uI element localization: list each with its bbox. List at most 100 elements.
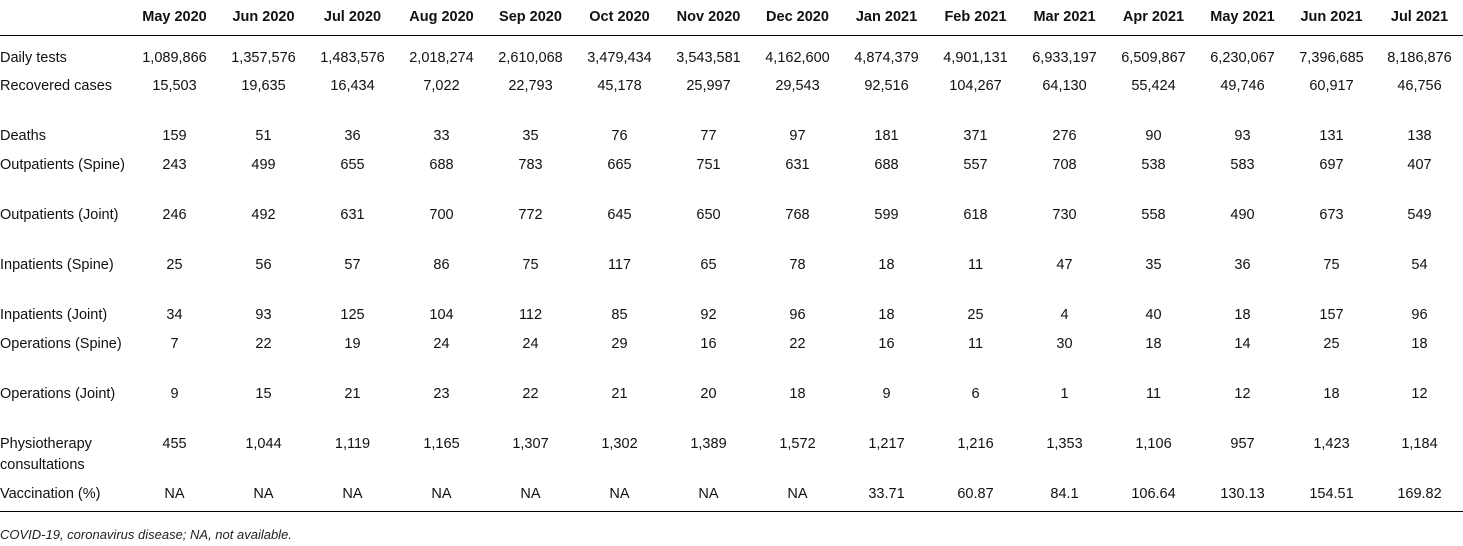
table-cell: 11 xyxy=(1145,385,1162,402)
table-cell: 93 xyxy=(255,306,272,323)
table-cell: 49,746 xyxy=(1220,77,1265,94)
table-cell: 655 xyxy=(340,156,365,173)
table-cell: 25 xyxy=(967,306,984,323)
table-row: Operations (Spine) 7 22 19 24 24 29 16 22 16 11 30 1… xyxy=(0,327,1463,377)
table-row: Operations (Joint) 9 15 21 23 22 21 20 18 9 6 1 11 12… xyxy=(0,377,1463,427)
table-cell: 75 xyxy=(1323,256,1340,273)
table-cell: 96 xyxy=(789,306,806,323)
table-cell: 33 xyxy=(433,127,450,144)
table-cell: 21 xyxy=(344,385,361,402)
table-cell: 708 xyxy=(1052,156,1077,173)
table-cell: 1,423 xyxy=(1313,435,1350,452)
table-cell: 2,610,068 xyxy=(498,49,563,66)
table-cell: 751 xyxy=(696,156,721,173)
table-cell: 246 xyxy=(162,206,187,223)
table-cell: 15,503 xyxy=(152,77,197,94)
table-cell: 6,933,197 xyxy=(1032,49,1097,66)
table-cell: 56 xyxy=(255,256,272,273)
table-cell: 20 xyxy=(700,385,717,402)
table-cell: 492 xyxy=(251,206,276,223)
table-cell: 131 xyxy=(1319,127,1344,144)
table-cell: 768 xyxy=(785,206,810,223)
table-cell: 25 xyxy=(1323,335,1340,352)
table-cell: 46,756 xyxy=(1397,77,1442,94)
table-cell: 30 xyxy=(1056,335,1073,352)
table-cell: 4 xyxy=(1060,306,1069,323)
row-label: Operations (Spine) xyxy=(0,335,122,352)
table-cell: 490 xyxy=(1230,206,1255,223)
table-cell: NA xyxy=(664,476,753,512)
table-cell: 4,874,379 xyxy=(854,49,919,66)
table-cell: 22,793 xyxy=(508,77,553,94)
data-table: May 2020 Jun 2020 Jul 2020 Aug 2020 Sep 2020… xyxy=(0,0,1463,512)
table-cell: 1,572 xyxy=(779,435,816,452)
table-cell: 557 xyxy=(963,156,988,173)
table-cell: 16 xyxy=(878,335,895,352)
table-cell: 92,516 xyxy=(864,77,909,94)
table-row: Deaths 159 51 36 33 35 76 77 97 181 371 276 90 93 131 1… xyxy=(0,119,1463,148)
table-cell: 1,044 xyxy=(245,435,282,452)
table-cell: 18 xyxy=(1411,335,1428,352)
table-row: Outpatients (Joint) 246 492 631 700 772 645 650… xyxy=(0,198,1463,248)
table-cell: 55,424 xyxy=(1131,77,1176,94)
table-cell: 11 xyxy=(967,335,984,352)
table-cell: NA xyxy=(219,476,308,512)
table-cell: 16 xyxy=(700,335,717,352)
table-cell: 24 xyxy=(433,335,450,352)
table-footnote: COVID-19, coronavirus disease; NA, not a… xyxy=(0,527,292,542)
table-cell: 1,302 xyxy=(601,435,638,452)
table-cell: 730 xyxy=(1052,206,1077,223)
table-cell: 11 xyxy=(967,256,984,273)
column-header: Jul 2020 xyxy=(308,0,397,36)
table-cell: 407 xyxy=(1407,156,1432,173)
table-cell: 9 xyxy=(170,385,179,402)
column-header: Feb 2021 xyxy=(931,0,1020,36)
table-cell: 40 xyxy=(1145,306,1162,323)
table-cell: 57 xyxy=(344,256,361,273)
table-cell: 4,901,131 xyxy=(943,49,1008,66)
table-cell: 645 xyxy=(607,206,632,223)
table-cell: 23 xyxy=(433,385,450,402)
table-cell: 957 xyxy=(1230,435,1255,452)
column-header: Nov 2020 xyxy=(664,0,753,36)
table-cell: 29 xyxy=(611,335,628,352)
table-cell: 45,178 xyxy=(597,77,642,94)
table-cell: 3,479,434 xyxy=(587,49,652,66)
table-cell: 558 xyxy=(1141,206,1166,223)
table-cell: 276 xyxy=(1052,127,1077,144)
table-cell: 631 xyxy=(785,156,810,173)
table-cell: NA xyxy=(308,476,397,512)
row-label: Vaccination (%) xyxy=(0,476,130,512)
table-cell: 86 xyxy=(433,256,450,273)
row-label: Daily tests xyxy=(0,49,67,66)
table-cell: 21 xyxy=(611,385,628,402)
table-cell: 1,307 xyxy=(512,435,549,452)
table-cell: NA xyxy=(130,476,219,512)
table-cell: 7 xyxy=(170,335,179,352)
table-cell: 455 xyxy=(162,435,187,452)
table-cell: 772 xyxy=(518,206,543,223)
table-cell: 783 xyxy=(518,156,543,173)
table-cell: 19,635 xyxy=(241,77,286,94)
table-cell: 1,216 xyxy=(957,435,994,452)
table-cell: 92 xyxy=(700,306,717,323)
table-cell: 25,997 xyxy=(686,77,731,94)
table-cell: 4,162,600 xyxy=(765,49,830,66)
table-cell: 22 xyxy=(522,385,539,402)
table-cell: 51 xyxy=(255,127,272,144)
table-cell: 35 xyxy=(1145,256,1162,273)
column-header: Aug 2020 xyxy=(397,0,486,36)
table-cell: 181 xyxy=(874,127,899,144)
table-cell: 538 xyxy=(1141,156,1166,173)
table-cell: 1,217 xyxy=(868,435,905,452)
table-cell: 90 xyxy=(1145,127,1162,144)
table-cell: 159 xyxy=(162,127,187,144)
table-cell: 12 xyxy=(1234,385,1251,402)
table-cell: 64,130 xyxy=(1042,77,1087,94)
column-header: Sep 2020 xyxy=(486,0,575,36)
column-header: May 2021 xyxy=(1198,0,1287,36)
table-cell: 697 xyxy=(1319,156,1344,173)
table-cell: 117 xyxy=(607,256,632,273)
table-row: Recovered cases 15,503 19,635 16,434 7,022 22… xyxy=(0,69,1463,119)
table-cell: 1,483,576 xyxy=(320,49,385,66)
